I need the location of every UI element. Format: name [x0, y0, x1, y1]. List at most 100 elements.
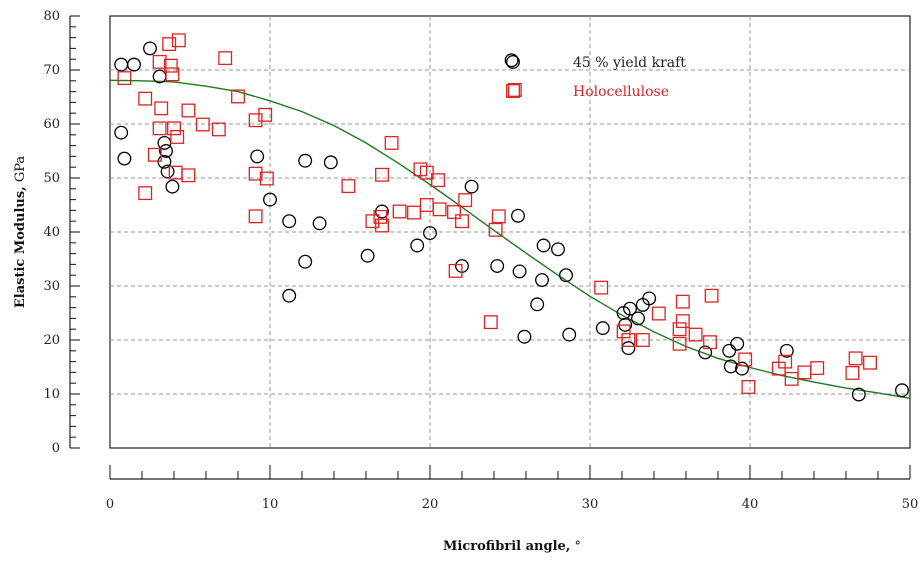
holocellulose-point — [231, 89, 245, 104]
y-tick-label: 50 — [43, 171, 60, 186]
kraft-point — [312, 216, 327, 231]
holocellulose-point — [117, 71, 132, 86]
holocellulose-point — [651, 306, 666, 321]
holocellulose-point — [248, 166, 263, 181]
kraft-point — [536, 238, 551, 253]
kraft-point — [530, 297, 545, 312]
kraft-point — [723, 359, 738, 374]
kraft-point — [117, 151, 132, 166]
holocellulose-point — [195, 117, 210, 132]
y-axis-title-main: Elastic Modulus, — [13, 186, 28, 308]
kraft-point — [298, 254, 313, 269]
y-tick-label: 70 — [43, 63, 60, 78]
kraft-point — [730, 336, 745, 351]
kraft-point — [735, 361, 749, 376]
holocellulose-point — [170, 130, 185, 144]
holocellulose-point — [616, 324, 631, 339]
holocellulose-point — [455, 214, 469, 229]
y-tick-label: 80 — [43, 9, 60, 24]
kraft-point — [360, 248, 375, 263]
legend: 45 % yield kraft Holocellulose — [506, 55, 686, 100]
holocellulose-point — [152, 54, 167, 69]
holocellulose-point — [419, 165, 434, 180]
kraft-point — [165, 179, 180, 194]
kraft-point — [562, 327, 577, 342]
holocellulose-point — [167, 121, 181, 136]
kraft-point — [323, 155, 338, 170]
holocellulose-point — [675, 314, 690, 329]
holocellulose-point — [594, 280, 609, 295]
y-tick-label: 40 — [43, 225, 60, 240]
kraft-point — [595, 321, 610, 336]
kraft-point — [464, 179, 479, 194]
holocellulose-point — [703, 335, 717, 350]
x-tick-label: 0 — [106, 497, 114, 512]
kraft-point — [895, 383, 909, 398]
holocellulose-point — [375, 167, 389, 182]
holocellulose-point — [152, 121, 167, 136]
holocellulose-point — [741, 380, 756, 394]
x-axis: 0 10 20 30 40 50 — [106, 465, 918, 512]
holocellulose-point — [218, 51, 233, 66]
holocellulose-point — [447, 205, 461, 219]
kraft-point — [623, 301, 637, 316]
holocellulose-point — [248, 113, 263, 128]
holocellulose-point — [181, 103, 196, 118]
holocellulose-point — [672, 336, 687, 351]
holocellulose-point — [483, 315, 498, 330]
y-tick-label: 10 — [43, 387, 60, 402]
kraft-point — [375, 204, 389, 219]
kraft-point — [722, 343, 737, 358]
holocellulose-point — [848, 351, 863, 366]
kraft-point — [250, 149, 265, 164]
holocellulose-point — [258, 107, 273, 122]
holocellulose-point — [863, 355, 877, 370]
holocellulose-point — [675, 294, 690, 309]
kraft-point — [423, 226, 437, 241]
x-axis-title: Microfibril angle, ° — [443, 539, 581, 554]
holocellulose-point — [248, 209, 263, 224]
holocellulose-point — [688, 327, 703, 342]
holocellulose-point — [384, 135, 399, 150]
kraft-point — [642, 291, 657, 306]
holocellulose-point — [432, 202, 447, 217]
x-axis-title-unit: ° — [570, 539, 581, 554]
x-tick-label: 10 — [262, 497, 279, 512]
kraft-point — [779, 343, 794, 358]
holocellulose-point — [458, 193, 473, 208]
x-tick-label: 50 — [902, 497, 919, 512]
legend-circle-marker — [506, 55, 520, 69]
kraft-point — [851, 387, 866, 402]
holocellulose-point — [738, 352, 753, 367]
holocellulose-point — [181, 168, 196, 183]
kraft-point — [282, 214, 297, 229]
holocellulose-point — [163, 58, 178, 73]
kraft-point — [127, 57, 141, 72]
holocellulose-point — [488, 222, 503, 237]
holocellulose-point — [621, 333, 636, 347]
kraft-point — [157, 154, 172, 169]
holocellulose-point — [341, 179, 356, 194]
legend-label: 45 % yield kraft — [573, 55, 686, 71]
holocellulose-point — [138, 91, 153, 106]
holocellulose-point — [154, 101, 169, 116]
holocellulose-point — [365, 214, 380, 229]
legend-label: Holocellulose — [573, 84, 669, 100]
holocellulose-point — [810, 361, 825, 376]
holocellulose-point — [373, 209, 388, 224]
kraft-point — [559, 268, 573, 283]
y-axis: 0 10 20 30 40 50 60 70 80 — [43, 9, 80, 456]
kraft-point — [551, 242, 565, 257]
holocellulose-point — [778, 354, 793, 369]
x-tick-label: 20 — [422, 497, 439, 512]
holocellulose-point — [507, 83, 522, 97]
kraft-point — [282, 288, 297, 303]
kraft-point — [159, 144, 173, 158]
kraft-point — [410, 238, 425, 253]
kraft-point — [535, 273, 549, 288]
holocellulose-point — [635, 333, 650, 347]
grid — [110, 16, 910, 448]
legend-square-marker — [506, 84, 520, 98]
y-tick-label: 30 — [43, 279, 60, 294]
